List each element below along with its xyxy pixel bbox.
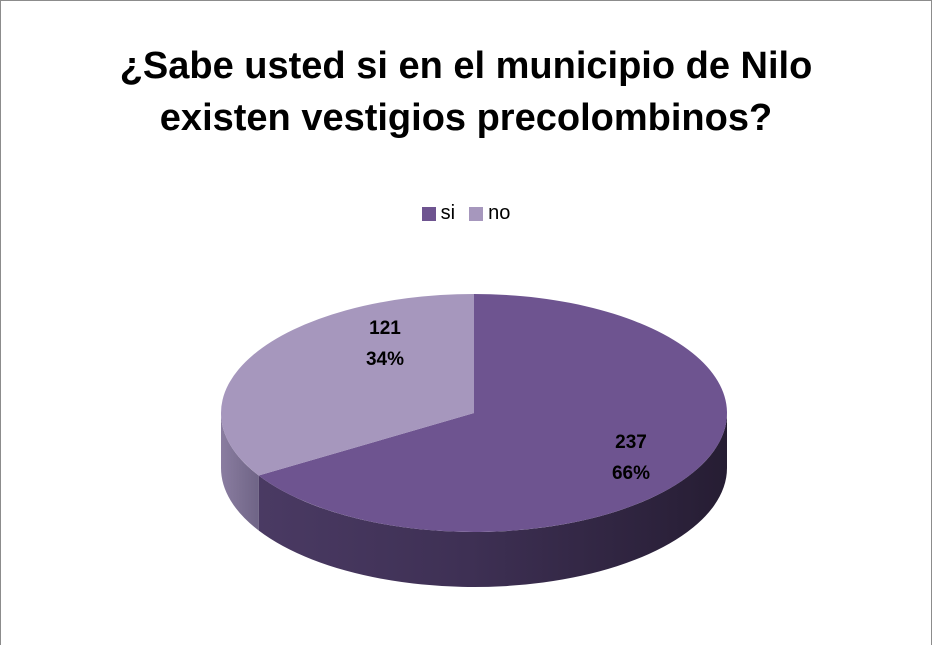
data-label-value-no: 121 [369,318,401,339]
legend-swatch-no [469,206,484,221]
data-label-percent-no: 34% [366,349,404,370]
legend-label-no: no [488,202,511,224]
pie-slice-si [258,294,727,532]
pie-slice-no [220,294,474,476]
data-label-value-si: 237 [615,432,647,453]
chart-legend: si no [0,202,932,225]
chart-title-line-2: existen vestigios precolombinos? [159,97,773,139]
legend-swatch-si [421,206,436,221]
chart-title-line-1: ¿Sabe usted si en el municipio de Nilo [119,45,813,87]
pie-side-no [221,413,259,531]
pie-side-si [258,413,727,587]
legend-item-si: si [421,202,456,225]
legend-label-si: si [440,202,456,224]
chart-title: ¿Sabe usted si en el municipio de Nilo e… [0,40,932,144]
data-label-percent-si: 66% [612,463,650,484]
legend-item-no: no [469,202,510,225]
